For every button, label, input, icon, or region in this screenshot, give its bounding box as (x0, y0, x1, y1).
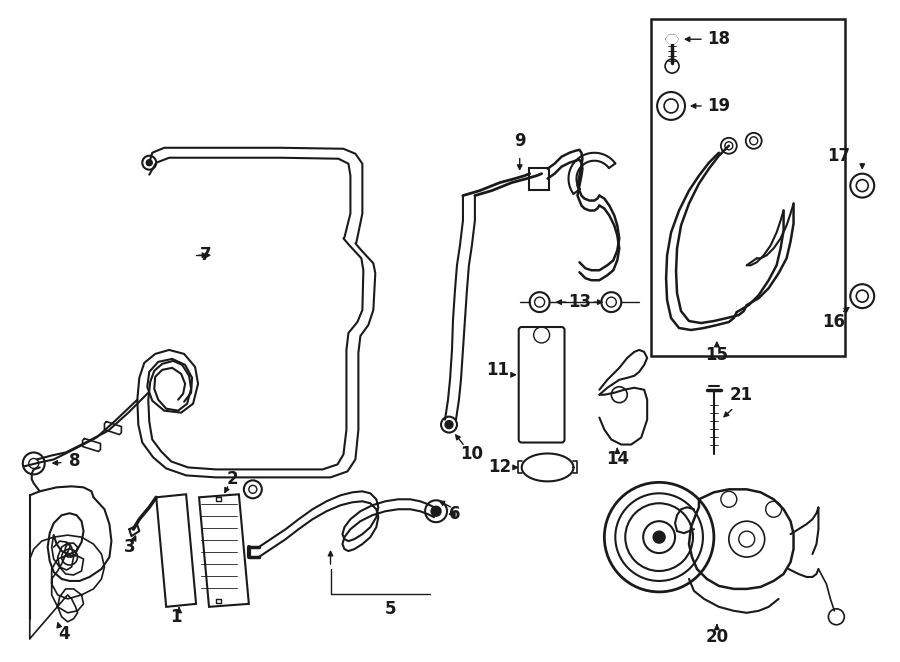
Polygon shape (157, 495, 196, 607)
Text: 20: 20 (706, 628, 728, 645)
Circle shape (653, 531, 665, 543)
Polygon shape (30, 495, 104, 583)
Circle shape (147, 160, 152, 166)
Text: 11: 11 (486, 361, 509, 379)
Polygon shape (666, 35, 678, 43)
Polygon shape (599, 350, 647, 395)
Text: 21: 21 (729, 386, 752, 404)
Polygon shape (689, 489, 794, 589)
Circle shape (431, 506, 441, 516)
Text: 4: 4 (58, 625, 69, 643)
Text: 16: 16 (822, 313, 845, 331)
Text: 10: 10 (461, 446, 483, 463)
Text: 2: 2 (227, 471, 239, 489)
Text: 7: 7 (200, 246, 212, 264)
Circle shape (445, 420, 453, 428)
Text: 12: 12 (488, 458, 511, 477)
Text: 3: 3 (123, 538, 135, 556)
Text: 9: 9 (514, 132, 526, 150)
Text: 18: 18 (707, 30, 731, 48)
FancyBboxPatch shape (528, 167, 549, 189)
Text: 5: 5 (384, 600, 396, 618)
Text: 19: 19 (707, 97, 731, 115)
Text: 8: 8 (68, 452, 80, 471)
Bar (652, 19, 845, 356)
Text: 6: 6 (449, 505, 461, 523)
Text: 17: 17 (827, 147, 850, 165)
Text: 15: 15 (706, 346, 728, 364)
Text: 14: 14 (606, 450, 629, 469)
Text: 13: 13 (568, 293, 591, 311)
FancyBboxPatch shape (518, 327, 564, 442)
Text: 1: 1 (170, 608, 182, 626)
Polygon shape (199, 495, 248, 607)
